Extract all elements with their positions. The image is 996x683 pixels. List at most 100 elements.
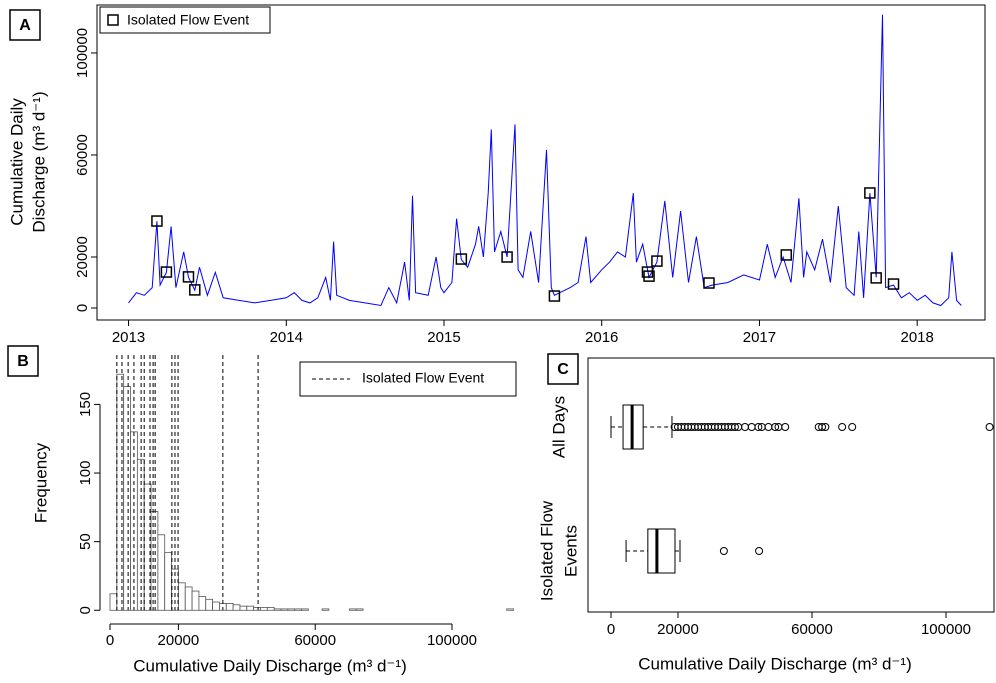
histogram-bar xyxy=(198,596,207,611)
event-marker xyxy=(887,278,900,290)
histogram-bar xyxy=(164,552,172,611)
outlier xyxy=(848,423,857,431)
histogram-bar xyxy=(157,534,166,611)
event-marker xyxy=(703,277,715,289)
y-category-label: Events xyxy=(561,525,580,577)
y-category-label: All Days xyxy=(549,396,568,458)
outlier xyxy=(985,423,994,431)
histogram-bar xyxy=(150,511,159,611)
event-marker xyxy=(641,266,654,278)
y-tick-label: 100 xyxy=(77,461,94,486)
histogram-bar xyxy=(301,608,309,611)
y-tick-label: 100000 xyxy=(74,28,91,78)
histogram-bar xyxy=(109,593,118,611)
outlier xyxy=(818,423,827,431)
event-marker xyxy=(651,255,663,267)
x-tick-label: 20000 xyxy=(158,632,200,649)
legend-label: Isolated Flow Event xyxy=(362,370,484,386)
outlier xyxy=(771,423,780,431)
event-marker xyxy=(548,290,561,302)
histogram-bar xyxy=(212,601,220,611)
y-axis-label: Frequency xyxy=(31,442,50,523)
y-tick-label: 150 xyxy=(77,392,94,417)
event-marker xyxy=(455,253,468,265)
histogram-bar xyxy=(355,608,364,611)
panel-label: A xyxy=(19,17,31,34)
histogram-bar xyxy=(506,608,514,611)
outlier xyxy=(755,547,764,555)
histogram-bar xyxy=(239,605,248,611)
outlier xyxy=(719,547,728,555)
histogram-bar xyxy=(178,582,186,611)
x-tick-label: 2018 xyxy=(900,329,933,346)
x-tick-label: 2016 xyxy=(585,329,618,346)
histogram-bar xyxy=(260,607,268,611)
event-marker xyxy=(160,266,173,278)
histogram-bar xyxy=(266,607,275,611)
x-tick-label: 60000 xyxy=(791,621,833,638)
histogram-bar xyxy=(123,386,131,611)
histogram-bar xyxy=(273,608,282,611)
y-tick-label: 50 xyxy=(77,533,94,550)
event-marker xyxy=(643,270,655,282)
y-tick-label: 0 xyxy=(74,304,91,312)
x-axis-label: Cumulative Daily Discharge (m³ d⁻¹) xyxy=(133,656,406,675)
histogram-bar xyxy=(191,590,200,611)
x-tick-label: 2015 xyxy=(427,329,460,346)
event-marker xyxy=(864,187,876,199)
x-tick-label: 2013 xyxy=(112,329,145,346)
outlier xyxy=(747,423,756,431)
event-marker xyxy=(780,249,793,261)
outlier xyxy=(754,423,763,431)
histogram-bar xyxy=(205,598,214,611)
panel-label: C xyxy=(557,361,569,378)
box xyxy=(647,528,676,574)
x-tick-label: 0 xyxy=(106,632,114,649)
y-category-label: Isolated Flow xyxy=(537,500,556,601)
histogram-bar xyxy=(232,604,241,611)
x-tick-label: 20000 xyxy=(657,621,699,638)
histogram-bar xyxy=(116,373,125,611)
histogram-bar xyxy=(280,608,289,611)
histogram-bar xyxy=(294,608,302,611)
event-marker xyxy=(501,251,513,263)
panel-label-box xyxy=(547,353,579,385)
histogram-bar xyxy=(349,608,357,611)
legend-marker xyxy=(107,14,119,26)
x-tick-label: 60000 xyxy=(294,632,336,649)
event-marker xyxy=(870,272,882,284)
event-marker xyxy=(151,215,163,227)
event-marker xyxy=(189,284,201,296)
histogram-bar xyxy=(253,607,261,611)
panel-label: B xyxy=(17,353,29,370)
outlier xyxy=(838,423,847,431)
histogram-bar xyxy=(184,586,193,611)
x-tick-label: 100000 xyxy=(921,621,971,638)
outlier xyxy=(781,423,790,431)
outlier xyxy=(764,423,773,431)
plot-frame xyxy=(96,4,986,321)
x-tick-label: 0 xyxy=(607,621,615,638)
legend-box xyxy=(99,6,271,34)
y-tick-label: 60000 xyxy=(74,134,91,176)
outlier xyxy=(730,423,739,431)
outlier xyxy=(821,423,830,431)
histogram-bar xyxy=(225,603,234,611)
y-axis-label: Cumulative Daily xyxy=(7,98,26,226)
histogram-bar xyxy=(321,608,330,611)
legend-label: Isolated Flow Event xyxy=(127,12,249,28)
panel-label-box xyxy=(7,345,39,377)
y-axis-label: Discharge (m³ d⁻¹) xyxy=(29,91,48,232)
x-tick-label: 100000 xyxy=(427,632,477,649)
outlier xyxy=(741,423,750,431)
event-marker xyxy=(182,271,195,283)
histogram-bar xyxy=(130,431,138,611)
histogram-bar xyxy=(246,605,255,611)
discharge-line xyxy=(128,14,962,307)
x-tick-label: 2014 xyxy=(270,329,303,346)
panel-label-box xyxy=(9,9,41,41)
x-tick-label: 2017 xyxy=(743,329,776,346)
histogram-bar xyxy=(287,608,296,611)
